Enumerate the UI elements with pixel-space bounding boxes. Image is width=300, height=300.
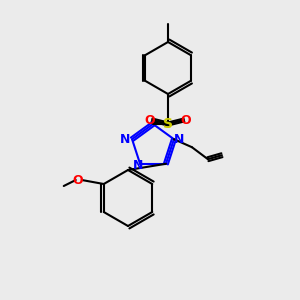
Text: N: N — [174, 133, 184, 146]
Text: N: N — [120, 133, 130, 146]
Text: S: S — [163, 117, 173, 131]
Text: N: N — [133, 159, 143, 172]
Text: O: O — [72, 173, 83, 187]
Text: O: O — [145, 113, 155, 127]
Text: O: O — [181, 113, 191, 127]
